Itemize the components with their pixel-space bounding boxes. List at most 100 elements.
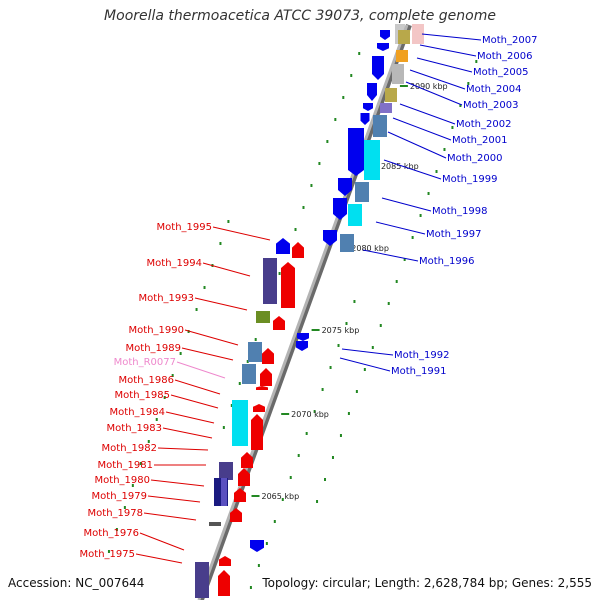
guide-dot [326,140,329,143]
guide-dot [246,360,249,363]
feature-box [209,522,221,526]
gene-label-minus: Moth_1975 [80,549,135,560]
gene-label-plus: Moth_2006 [477,51,532,62]
label-leader [421,33,482,41]
ruler-label: 2090 kbp [410,82,448,91]
gene-arrow-minus [262,348,274,364]
gene-label-plus: Moth_2003 [463,100,518,111]
genome-summary-text: Topology: circular; Length: 2,628,784 bp… [262,576,592,590]
label-leader [416,57,473,73]
gene-arrow-minus [238,468,250,486]
guide-dot [294,228,297,231]
feature-box [232,400,248,446]
label-leader [157,447,209,451]
label-leader [419,44,477,57]
feature-shading [412,24,424,44]
guide-dot [387,302,390,305]
label-leader [184,329,239,346]
label-leader [174,379,221,395]
guide-dot [171,374,174,377]
gene-label-minus: Moth_1985 [115,390,170,401]
gene-arrow-plus [360,113,370,125]
guide-dot [278,272,281,275]
feature-box [248,342,262,362]
gene-arrow-minus [256,386,268,390]
feature-box [348,204,362,226]
gene-label-plus: Moth_1996 [419,256,474,267]
label-leader [147,495,201,503]
guide-dot [443,148,446,151]
label-leader [341,348,394,356]
guide-dot [419,214,422,217]
guide-dot [131,484,134,487]
guide-dot [371,346,374,349]
guide-dot [155,418,158,421]
guide-dot [358,52,361,55]
map-title: Moorella thermoacetica ATCC 39073, compl… [104,8,496,24]
guide-dot [222,426,225,429]
guide-dot [329,366,332,369]
gene-arrow-minus [241,452,253,468]
guide-dot [467,82,470,85]
gene-label-plus: Moth_1998 [432,206,487,217]
gene-arrow-minus [234,488,246,502]
guide-dot [339,434,342,437]
gene-label-minus: Moth_1986 [119,375,174,386]
guide-dot [305,432,308,435]
guide-dot [355,390,358,393]
gene-arrow-plus [377,43,389,51]
guide-dot [310,184,313,187]
gene-label-minus: Moth_1980 [95,475,150,486]
guide-dot [379,324,382,327]
label-leader [162,427,213,439]
ruler-label: 2080 kbp [351,244,389,253]
guide-dot [316,500,319,503]
guide-dot [342,96,345,99]
label-leader [139,532,185,551]
label-leader [375,221,426,235]
guide-dot [123,506,126,509]
guide-dot [302,206,305,209]
guide-dot [227,220,230,223]
label-leader [143,512,197,521]
guide-dot [318,162,321,165]
gene-label-plus: Moth_2005 [473,67,528,78]
guide-dot [334,118,337,121]
gene-arrow-plus [276,238,290,254]
gene-label-minus: Moth_1984 [110,407,165,418]
gene-arrow-plus [297,333,309,341]
gene-arrow-minus [219,556,231,566]
label-leader [399,103,456,125]
feature-box [263,258,277,304]
feature-box [396,50,408,62]
label-leader [135,553,183,564]
gene-arrow-minus [281,262,295,308]
guide-dot [337,344,340,347]
label-leader [181,347,234,361]
gene-label-plus: Moth_1997 [426,229,481,240]
label-leader [150,479,205,487]
guide-dot [435,170,438,173]
gene-arrow-plus [348,128,364,176]
gene-arrow-minus [260,368,272,386]
gene-label-minus: Moth_1976 [84,528,139,539]
guide-dot [395,280,398,283]
gene-arrow-minus [218,570,230,596]
guide-dot [203,286,206,289]
gene-arrow-minus [230,508,242,522]
guide-dot [475,60,478,63]
gene-label-plus: Moth_2002 [456,119,511,130]
gene-label-plus: Moth_2004 [466,84,521,95]
accession-text: Accession: NC_007644 [8,576,145,590]
gene-label-plus: Moth_1991 [391,366,446,377]
gene-label-minus: Moth_1983 [107,423,162,434]
label-leader [165,411,215,424]
guide-dot [147,440,150,443]
gene-arrow-plus [296,341,308,351]
guide-dot [179,352,182,355]
guide-dot [403,258,406,261]
feature-box [385,88,397,102]
gene-arrow-plus [367,83,377,101]
guide-dot [353,300,356,303]
feature-box [195,562,209,598]
